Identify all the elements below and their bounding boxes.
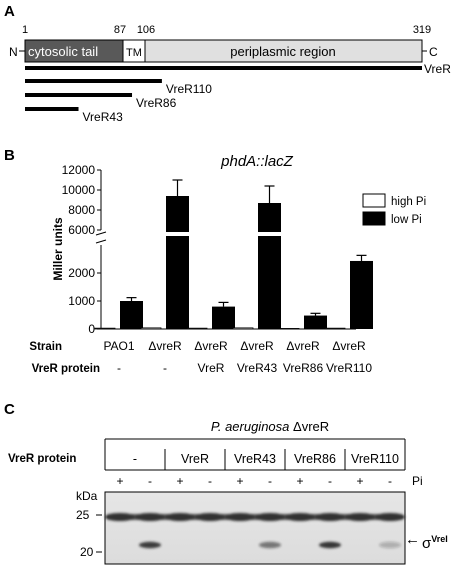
c-terminus: C <box>429 45 438 59</box>
pos-end: 319 <box>413 24 431 36</box>
protein-label: VreR43 <box>237 361 278 375</box>
band-sigma-vrei <box>379 541 401 549</box>
bar-low-pi <box>304 315 327 329</box>
legend-low-label: low Pi <box>391 214 422 226</box>
bar-high-pi <box>186 327 208 330</box>
pi-sign: + <box>236 474 243 488</box>
construct-line-VreR43 <box>25 107 79 111</box>
pi-sign: + <box>176 474 183 488</box>
legend-swatch-low <box>362 211 386 226</box>
pos-tail-end: 87 <box>114 24 126 36</box>
lane-group-label: VreR43 <box>234 452 276 466</box>
sigma-arrow: ← <box>405 531 420 548</box>
construct-label-VreR86: VreR86 <box>136 96 177 110</box>
bar-low-pi <box>350 260 373 329</box>
lane-group-label: VreR86 <box>294 452 336 466</box>
protein-label: - <box>117 361 121 375</box>
construct-label-VreR43: VreR43 <box>83 110 124 124</box>
bar-high-pi <box>94 327 116 330</box>
panel-b-letter: B <box>4 147 15 164</box>
pi-sign: - <box>148 474 152 488</box>
construct-line-VreR <box>25 66 422 70</box>
panel-c-letter: C <box>4 401 15 418</box>
bar-high-pi <box>278 328 300 330</box>
pi-label: Pi <box>412 474 423 488</box>
y-tick-label: 1000 <box>68 294 95 308</box>
pi-sign: + <box>296 474 303 488</box>
bar-chart: 0 1000 2000 6000 8000 10000 12000 <box>62 163 373 336</box>
bar-high-pi <box>140 327 162 330</box>
tail-label: cytosolic tail <box>28 44 98 59</box>
marker-20: 20 <box>80 545 94 559</box>
category-labels: PAO1 ΔvreR ΔvreR ΔvreR ΔvreR ΔvreR - - VreR VreR4… <box>103 339 372 375</box>
lane-headers: - VreR VreR43 VreR86 VreR110+ - + - + - + - + - <box>105 449 405 488</box>
kda-label: kDa <box>76 489 98 503</box>
sigma-label: σVreI <box>422 534 448 552</box>
pi-sign: - <box>268 474 272 488</box>
lane-group-label: VreR110 <box>351 452 399 466</box>
bar-break-gap <box>165 232 190 236</box>
pi-sign: - <box>388 474 392 488</box>
western-blot <box>104 491 406 565</box>
protein-label: VreR110 <box>326 361 372 375</box>
strain-label: ΔvreR <box>286 339 320 353</box>
pos-start: 1 <box>22 24 28 36</box>
n-terminus: N <box>9 45 18 59</box>
tm-label: TM <box>126 47 142 59</box>
marker-25: 25 <box>76 508 90 522</box>
y-tick-label: 10000 <box>62 183 96 197</box>
legend-swatch-high <box>362 193 386 208</box>
construct-line-VreR86 <box>25 93 133 97</box>
band-sigma-vrei <box>259 541 281 549</box>
y-tick-label: 6000 <box>68 223 95 237</box>
strain-label: ΔvreR <box>332 339 366 353</box>
strain-label: PAO1 <box>103 339 134 353</box>
y-tick-label: 8000 <box>68 203 95 217</box>
bar-high-pi <box>232 327 254 330</box>
band-sigma-vrei <box>319 541 341 549</box>
strain-label: ΔvreR <box>194 339 228 353</box>
bar-high-pi <box>324 327 346 330</box>
y-axis-label: Miller units <box>51 217 65 281</box>
protein-label: - <box>163 361 167 375</box>
protein-label: VreR <box>198 361 225 375</box>
construct-line-VreR110 <box>25 79 162 83</box>
construct-label-VreR: VreR <box>424 62 451 76</box>
strain-label: ΔvreR <box>240 339 274 353</box>
y-tick-label: 0 <box>88 322 95 336</box>
lane-group-label: VreR <box>181 452 209 466</box>
y-tick-label: 2000 <box>68 266 95 280</box>
pos-tm-end: 106 <box>137 24 155 36</box>
legend-high-label: high Pi <box>391 196 426 208</box>
bar-low-pi <box>258 203 281 329</box>
protein-label: VreR86 <box>283 361 324 375</box>
band-sigma-vrei <box>139 541 161 549</box>
panel-a-letter: A <box>4 3 15 20</box>
lane-group-label: - <box>133 452 137 466</box>
pi-sign: - <box>208 474 212 488</box>
strain-row-label: Strain <box>29 341 62 353</box>
bar-low-pi <box>212 306 235 329</box>
bar-break-gap <box>257 232 282 236</box>
pi-sign: + <box>116 474 123 488</box>
bar-low-pi <box>120 301 143 329</box>
periplasmic-label: periplasmic region <box>230 44 336 59</box>
chart-title: phdA::lacZ <box>220 153 294 170</box>
pi-sign: + <box>356 474 363 488</box>
bar-low-pi <box>166 196 189 329</box>
y-tick-label: 12000 <box>62 163 96 177</box>
protein-row-label: VreR protein <box>32 363 100 375</box>
construct-label-VreR110: VreR110 <box>166 82 212 96</box>
pi-sign: - <box>328 474 332 488</box>
blot-protein-label: VreR protein <box>8 453 76 465</box>
strain-label: ΔvreR <box>148 339 182 353</box>
blot-header: P. aeruginosa ΔvreR <box>211 419 329 434</box>
